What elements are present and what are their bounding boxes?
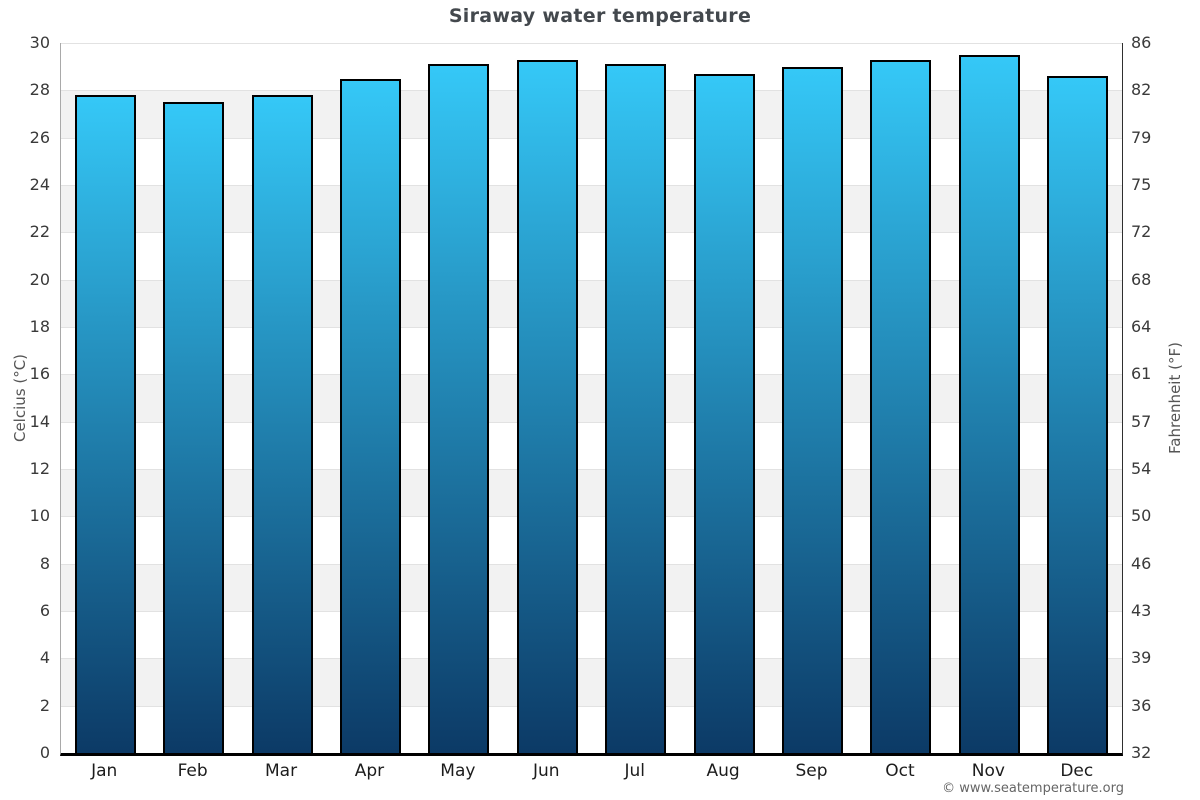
gridline [61,327,1122,328]
fahrenheit-tick-label: 39 [1131,648,1152,668]
grid-band [61,611,1122,659]
month-label-sep: Sep [795,761,828,781]
celsius-tick-label: 4 [39,648,50,668]
month-label-jan: Jan [91,761,118,781]
fahrenheit-tick-label: 75 [1131,175,1152,194]
grid-band [61,327,1122,375]
plot-area [60,43,1123,756]
gridline [61,232,1122,234]
bar-oct [870,59,932,753]
celsius-tick-label: 20 [29,269,50,289]
fahrenheit-tick-label: 54 [1131,459,1152,478]
fahrenheit-tick-label: 46 [1131,553,1152,573]
month-label-aug: Aug [706,761,740,781]
chart-title: Siraway water temperature [448,5,752,27]
grid-band [61,137,1122,185]
bar-dec [1047,76,1109,753]
month-label-jul: Jul [624,761,645,781]
celsius-tick-label: 14 [29,411,50,431]
grid-band [61,185,1122,233]
gridline [61,563,1122,565]
grid-band [61,469,1122,517]
fahrenheit-tick-label: 72 [1131,222,1152,242]
gridline [61,137,1122,139]
bar-jul [605,64,667,753]
month-label-mar: Mar [264,761,298,781]
month-label-feb: Feb [177,761,208,781]
gridline [61,658,1122,660]
fahrenheit-axis-title: Fahrenheit (°F) [1166,342,1184,454]
grid-band [61,658,1122,706]
bar-aug [693,73,755,753]
fahrenheit-tick-label: 79 [1131,127,1152,147]
month-label-apr: Apr [354,761,385,781]
celsius-tick-label: 30 [29,33,50,52]
fahrenheit-tick-label: 43 [1131,601,1152,620]
grid-band [61,705,1122,753]
gridline [61,279,1122,281]
fahrenheit-tick-label: 64 [1131,317,1152,336]
gridline [61,374,1122,376]
fahrenheit-tick-label: 86 [1131,33,1152,52]
grid-band [61,374,1122,422]
bar-nov [958,54,1020,753]
gridline [61,611,1122,612]
bar-mar [251,95,313,753]
month-label-nov: Nov [971,761,1005,781]
celsius-tick-label: 12 [29,459,50,478]
celsius-tick-label: 8 [39,553,50,573]
grid-band [61,421,1122,469]
month-label-jun: Jun [533,761,560,781]
celsius-tick-label: 16 [29,364,50,384]
grid-band [61,563,1122,611]
celsius-tick-label: 0 [39,743,50,762]
celsius-tick-label: 26 [29,127,50,147]
celsius-tick-label: 18 [29,317,50,336]
gridline [61,516,1122,518]
bar-feb [163,102,225,753]
fahrenheit-tick-label: 82 [1131,80,1152,100]
fahrenheit-tick-label: 50 [1131,506,1152,526]
gridline [61,421,1122,423]
bar-jan [74,95,136,753]
celsius-tick-label: 22 [29,222,50,242]
month-label-dec: Dec [1060,761,1094,781]
grid-band [61,516,1122,564]
grid-band [61,279,1122,327]
gridline [61,469,1122,470]
fahrenheit-tick-label: 32 [1131,743,1152,762]
grid-band [61,90,1122,138]
gridline [61,185,1122,186]
month-label-oct: Oct [885,761,915,781]
bar-sep [782,66,844,753]
bar-may [428,64,490,753]
fahrenheit-tick-label: 61 [1131,364,1152,384]
grid-band [61,232,1122,280]
celsius-tick-label: 2 [39,695,50,715]
celsius-tick-label: 24 [29,175,50,194]
celsius-tick-label: 28 [29,80,50,100]
fahrenheit-tick-label: 57 [1131,411,1152,431]
copyright-text: © www.seatemperature.org [942,781,1124,796]
gridline [61,90,1122,92]
fahrenheit-tick-label: 68 [1131,269,1152,289]
fahrenheit-tick-label: 36 [1131,695,1152,715]
gridline [61,43,1122,44]
bar-apr [339,78,401,753]
celsius-tick-label: 6 [39,601,50,620]
grid-band [61,43,1122,91]
bar-jun [516,59,578,753]
month-label-may: May [440,761,476,781]
gridline [61,705,1122,707]
celsius-tick-label: 10 [29,506,50,526]
